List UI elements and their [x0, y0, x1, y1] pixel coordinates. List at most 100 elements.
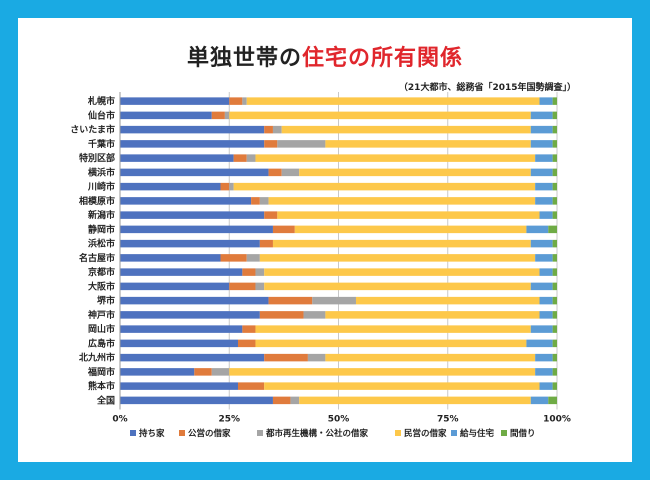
bar-segment	[299, 396, 531, 405]
legend-swatch	[501, 430, 507, 436]
category-label: さいたま市	[70, 124, 115, 136]
bar-segment	[264, 268, 540, 276]
bar-segment	[526, 339, 553, 348]
bar-segment	[530, 239, 553, 248]
bar-segment	[120, 154, 234, 162]
bar-segment	[552, 140, 557, 148]
bar-segment	[220, 182, 230, 191]
bar-segment	[290, 396, 300, 405]
chart-title: 単独世帯の住宅の所有関係	[18, 40, 632, 72]
bar-segment	[277, 211, 540, 219]
bar-segment	[259, 197, 269, 205]
legend-label: 給与住宅	[460, 428, 495, 439]
bar-segment	[281, 168, 300, 177]
bar-segment	[194, 368, 212, 376]
bar-segment	[220, 254, 247, 262]
bar-segment	[548, 396, 557, 405]
bar-segment	[246, 154, 256, 162]
bar-segment	[120, 296, 269, 305]
bar-segment	[539, 211, 553, 219]
bar-segment	[120, 268, 243, 276]
bar-segment	[120, 168, 269, 177]
bar-segment	[120, 396, 273, 405]
bar-segment	[355, 296, 540, 305]
category-label: 大阪市	[88, 280, 115, 292]
x-tick-label: 75%	[437, 415, 459, 425]
bar-segment	[530, 282, 553, 291]
category-label: 神戸市	[88, 309, 115, 321]
bar-segment	[264, 353, 308, 362]
legend-swatch	[257, 430, 263, 436]
bar-segment	[120, 254, 221, 262]
bar-segment	[120, 182, 221, 191]
bar-segment	[120, 197, 252, 205]
bar-segment	[120, 140, 265, 148]
bar-segment	[325, 353, 536, 362]
bar-segment	[552, 382, 557, 390]
bar-segment	[255, 325, 531, 333]
bar-segment	[120, 282, 230, 291]
legend-swatch	[395, 430, 401, 436]
bar-segment	[535, 154, 553, 162]
bar-segment	[552, 282, 557, 291]
bar-segment	[120, 211, 265, 219]
bar-segment	[552, 311, 557, 319]
bar-segment	[251, 197, 260, 205]
bar-segment	[120, 111, 212, 120]
bar-segment	[307, 353, 326, 362]
bar-segment	[224, 111, 230, 120]
bar-segment	[242, 97, 247, 105]
bar-segment	[539, 296, 553, 305]
bar-segment	[552, 254, 557, 262]
legend-label: 民営の借家	[404, 428, 447, 439]
bar-segment	[535, 254, 553, 262]
bar-segment	[325, 140, 531, 148]
category-label: 川崎市	[87, 181, 115, 193]
bar-segment	[268, 197, 536, 205]
bar-segment	[264, 140, 278, 148]
stacked-bar-chart: 0% 25% 50% 75% 100% 札幌市仙台市さいたま市千葉市特別区部横浜市川崎市相…	[70, 92, 571, 439]
bar-segment	[539, 311, 553, 319]
bar-segment	[259, 254, 536, 262]
bar-segment	[229, 97, 243, 105]
x-tick-label: 25%	[218, 415, 240, 425]
chart-title-highlight: 住宅の所有関係	[302, 46, 464, 71]
bar-segment	[120, 325, 243, 333]
category-label: 全国	[96, 394, 115, 406]
bar-segment	[264, 382, 540, 390]
x-tick-label: 100%	[543, 415, 571, 425]
legend-label: 公営の借家	[188, 428, 231, 439]
bar-segment	[552, 125, 557, 134]
bar-segment	[294, 225, 527, 234]
bar-segment	[530, 396, 549, 405]
bar-segment	[233, 182, 536, 191]
bar-segment	[120, 382, 238, 390]
bar-segment	[552, 268, 557, 276]
chart-title-main: 単独世帯の	[186, 46, 302, 71]
bar-segment	[552, 111, 557, 120]
bar-segment	[539, 97, 553, 105]
bar-segment	[552, 197, 557, 205]
category-label: 千葉市	[88, 138, 115, 150]
bar-segment	[211, 368, 230, 376]
bar-segment	[120, 97, 230, 105]
category-label: 京都市	[88, 266, 115, 278]
category-label: 横浜市	[88, 166, 115, 178]
bar-segment	[539, 382, 553, 390]
bar-segment	[552, 239, 557, 248]
bar-segment	[120, 225, 273, 234]
bar-segment	[535, 368, 553, 376]
category-label: 堺市	[97, 295, 115, 307]
bar-segment	[552, 339, 557, 348]
bar-segment	[312, 296, 356, 305]
bar-segment	[552, 154, 557, 162]
bar-segment	[272, 225, 295, 234]
bar-segment	[120, 339, 238, 348]
category-label: 岡山市	[88, 323, 115, 335]
bar-segment	[255, 154, 536, 162]
bar-segment	[552, 296, 557, 305]
category-label: 仙台市	[88, 109, 115, 121]
category-label: 静岡市	[88, 223, 115, 235]
bar-segment	[237, 339, 256, 348]
x-tick-label: 0%	[112, 415, 127, 425]
